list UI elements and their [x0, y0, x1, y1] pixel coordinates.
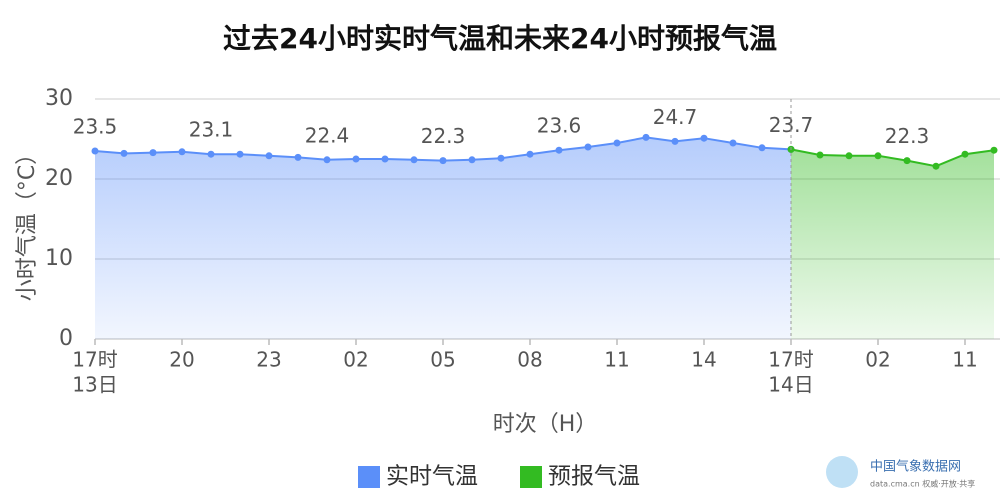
watermark-name: 中国气象数据网 [870, 459, 961, 475]
point [468, 156, 476, 164]
point [497, 154, 505, 162]
area [95, 137, 791, 339]
point [381, 155, 389, 163]
point [990, 146, 998, 154]
point [236, 150, 244, 158]
point [961, 150, 969, 158]
point [874, 152, 882, 160]
point [816, 151, 824, 159]
data-label: 24.7 [653, 105, 698, 129]
point [294, 153, 302, 161]
data-label: 23.6 [537, 114, 582, 138]
point [932, 162, 940, 170]
point [903, 157, 911, 165]
y-axis-label: 小时气温（°C） [15, 143, 40, 301]
point [584, 143, 592, 151]
point [410, 156, 418, 164]
point [758, 144, 766, 152]
point [120, 149, 128, 157]
point [526, 150, 534, 158]
point [845, 152, 853, 160]
y-tick-label: 20 [45, 166, 73, 191]
x-tick-label: 20 [169, 348, 194, 372]
data-label: 22.3 [885, 124, 930, 148]
point [149, 149, 157, 157]
point [555, 146, 563, 154]
area [791, 149, 994, 339]
y-tick-label: 10 [45, 246, 73, 271]
point [729, 139, 737, 147]
y-tick-label: 30 [45, 86, 73, 111]
point [265, 152, 273, 160]
point [178, 148, 186, 156]
chart-title: 过去24小时实时气温和未来24小时预报气温 [223, 22, 777, 55]
x-tick-label: 02 [865, 348, 890, 372]
point [207, 150, 215, 158]
point [323, 156, 331, 164]
legend-swatch [358, 466, 380, 488]
data-label: 22.3 [421, 124, 466, 148]
legend-label: 实时气温 [386, 464, 478, 490]
legend-swatch [520, 466, 542, 488]
x-tick-date: 13日 [72, 373, 117, 397]
point [700, 134, 708, 142]
watermark: 中国气象数据网 data.cma.cn 权威·开放·共享 [826, 456, 975, 489]
x-tick-label: 14 [691, 348, 716, 372]
data-label: 22.4 [305, 123, 350, 147]
point [642, 133, 650, 141]
watermark-site: data.cma.cn 权威·开放·共享 [870, 479, 975, 489]
x-axis-label: 时次（H） [493, 412, 598, 437]
point [91, 147, 99, 155]
x-tick-label: 05 [430, 348, 455, 372]
logo [826, 456, 858, 488]
point [352, 155, 360, 163]
x-tick-date: 14日 [768, 373, 813, 397]
x-tick-label: 11 [952, 348, 977, 372]
x-tick-label: 08 [517, 348, 542, 372]
line [790, 148, 995, 168]
point [671, 137, 679, 145]
x-tick-label: 17时 [768, 348, 813, 372]
point [613, 139, 621, 147]
x-tick-label: 11 [604, 348, 629, 372]
x-tick-label: 02 [343, 348, 368, 372]
legend-label: 预报气温 [548, 464, 640, 490]
x-tick-label: 17时 [72, 348, 117, 372]
x-tick-label: 23 [256, 348, 281, 372]
data-label: 23.5 [73, 115, 118, 139]
y-tick-label: 0 [59, 326, 73, 351]
data-label: 23.1 [189, 118, 234, 142]
point [439, 157, 447, 165]
